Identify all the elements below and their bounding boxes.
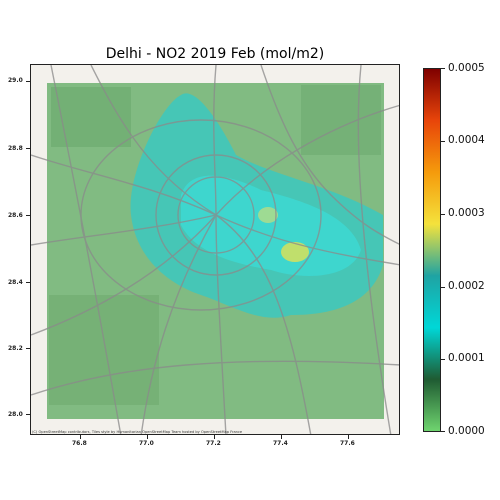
x-tick-label: 77.4 [273,440,288,447]
no2-plume-core [181,175,361,276]
colorbar-tick-mark [441,359,445,360]
x-tick-label: 77.6 [340,440,355,447]
y-tick-mark [26,348,30,349]
y-tick-mark [26,148,30,149]
x-tick-mark [281,435,282,439]
y-tick-label: 28.6 [8,212,23,219]
y-tick-mark [26,414,30,415]
colorbar-tick-label: 0.0004 [448,134,485,146]
colorbar-tick-mark [441,431,445,432]
hotspot [258,207,278,223]
x-tick-label: 77.0 [139,440,154,447]
y-tick-label: 28.4 [8,279,23,286]
y-tick-mark [26,215,30,216]
colorbar [423,68,441,432]
colorbar-tick-mark [441,68,445,69]
colorbar-tick-label: 0.0001 [448,352,485,364]
raster-patch [49,295,159,405]
y-tick-label: 29.0 [8,77,23,84]
y-tick-mark [26,282,30,283]
x-tick-label: 77.2 [206,440,221,447]
colorbar-tick-mark [441,287,445,288]
road-network [31,65,399,434]
hotspot [281,242,309,262]
x-tick-label: 76.8 [72,440,87,447]
x-tick-mark [214,435,215,439]
y-tick-label: 28.8 [8,145,23,152]
map-attribution: (C) OpenStreetMap contributors, Tiles st… [32,430,243,434]
map-svg [31,65,399,434]
y-tick-mark [26,81,30,82]
colorbar-tick-mark [441,141,445,142]
colorbar-tick-label: 0.0000 [448,425,485,437]
x-tick-mark [80,435,81,439]
colorbar-tick-label: 0.0002 [448,280,485,292]
y-tick-label: 28.2 [8,345,23,352]
colorbar-tick-label: 0.0005 [448,62,485,74]
colorbar-tick-label: 0.0003 [448,207,485,219]
x-tick-mark [348,435,349,439]
colorbar-tick-mark [441,214,445,215]
y-tick-label: 28.0 [8,411,23,418]
x-tick-mark [147,435,148,439]
raster-patch [301,85,381,155]
raster-patch [51,87,131,147]
map-title: Delhi - NO2 2019 Feb (mol/m2) [105,46,325,62]
map-canvas[interactable] [30,64,400,435]
